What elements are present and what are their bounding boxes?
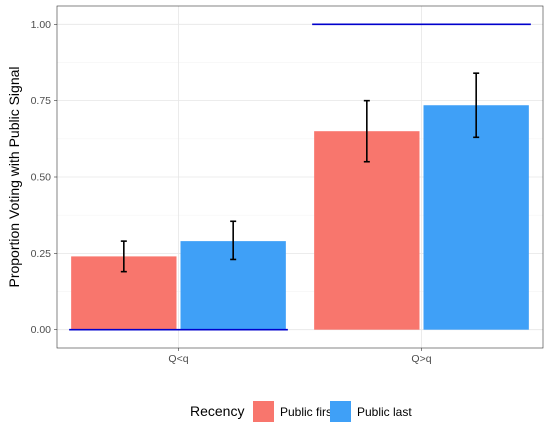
legend-label: Public last (357, 405, 412, 419)
legend-title: Recency (190, 403, 244, 419)
y-tick-label: 1.00 (31, 19, 52, 31)
reference-lines (69, 23, 531, 331)
y-axis-ticks: 0.00 0.25 0.50 0.75 1.00 (31, 19, 57, 336)
grid-lines (57, 6, 543, 348)
y-tick-label: 0.75 (31, 95, 52, 107)
x-tick-label: Q<q (168, 353, 188, 365)
error-bars (120, 72, 480, 273)
legend-label: Public first (280, 405, 336, 419)
y-tick-label: 0.50 (31, 172, 52, 184)
y-tick-label: 0.25 (31, 248, 52, 260)
x-axis-ticks: Q<q Q>q (168, 348, 432, 365)
x-tick-label: Q>q (411, 353, 431, 365)
legend: Recency Public first Public last (190, 401, 412, 422)
legend-swatch (330, 401, 351, 422)
y-tick-label: 0.00 (31, 324, 52, 336)
y-axis-title: Proportion Voting with Public Signal (6, 66, 22, 287)
legend-swatch (253, 401, 274, 422)
bar (314, 131, 420, 330)
bar (423, 105, 529, 330)
